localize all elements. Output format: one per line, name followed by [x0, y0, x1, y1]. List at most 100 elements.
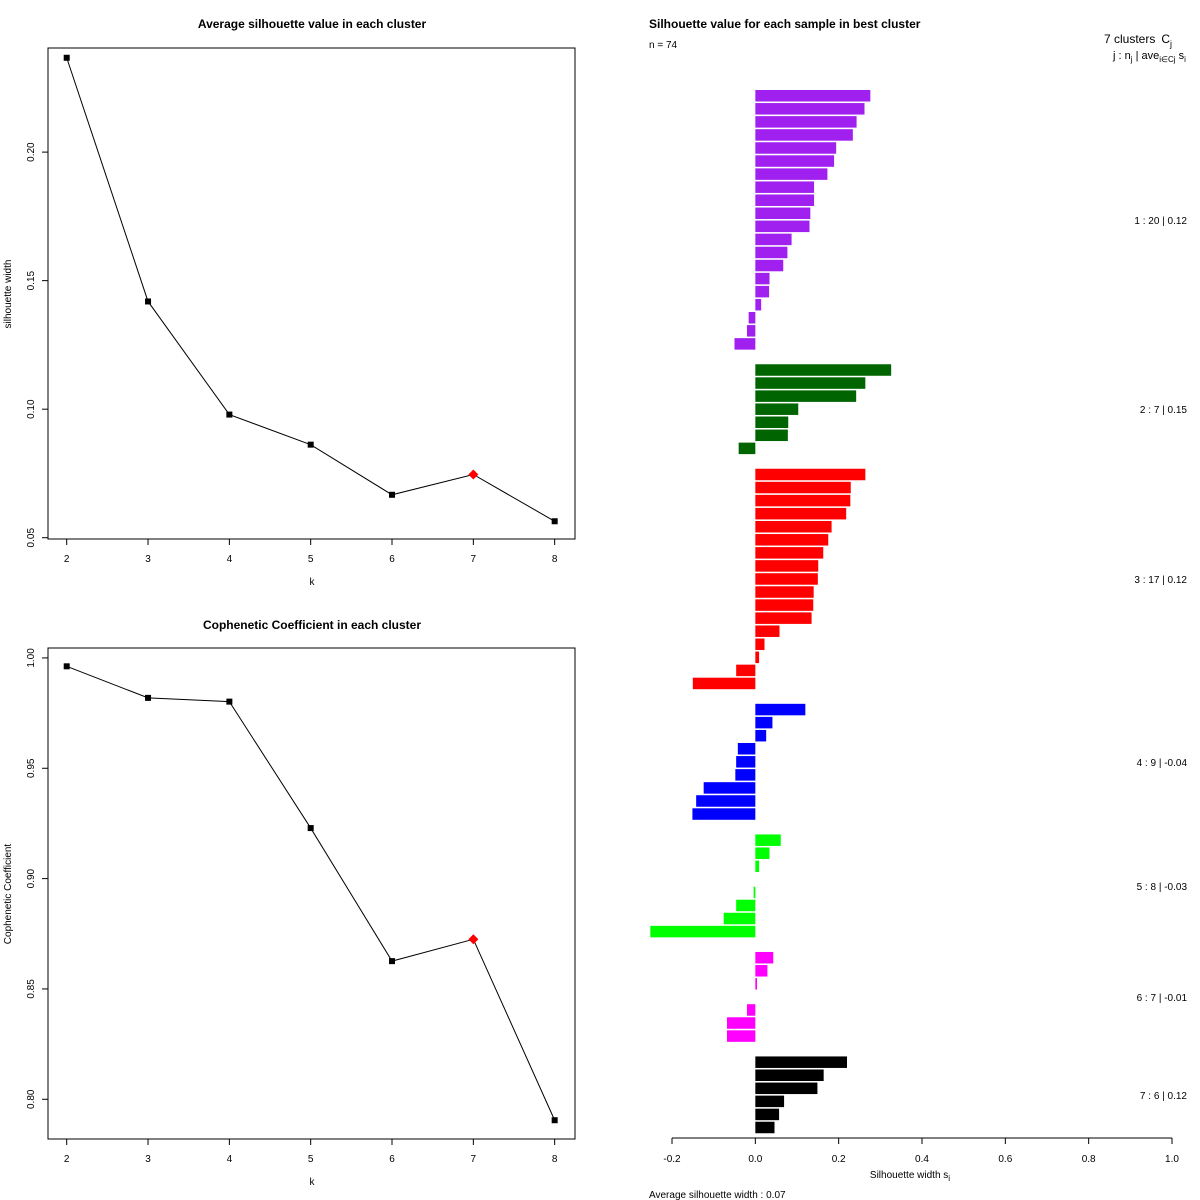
silhouette-bar	[737, 743, 756, 755]
silhouette-bar	[755, 847, 770, 859]
silhouette-bar	[755, 729, 767, 742]
x-tick-label: 5	[308, 554, 314, 565]
silhouette-bar	[738, 442, 756, 455]
x-tick-label: 0.8	[1082, 1154, 1096, 1165]
silhouette-bar	[696, 795, 756, 807]
x-tick-label: 0.2	[832, 1154, 846, 1165]
x-tick-label: 6	[389, 1154, 395, 1165]
x-tick-label: 0.6	[998, 1154, 1012, 1165]
silhouette-bars-title: Silhouette value for each sample in best…	[649, 17, 921, 31]
silhouette-bar	[734, 338, 756, 350]
y-tick-label: 0.20	[26, 142, 37, 162]
y-tick-label: 0.10	[26, 399, 37, 419]
silhouette-bar-chart: Silhouette value for each sample in best…	[649, 17, 1187, 1200]
silhouette-bar	[755, 520, 832, 533]
cluster-summary: 3 : 17 | 0.12	[1134, 575, 1187, 586]
silhouette-bar	[755, 978, 757, 990]
silhouette-bar	[755, 429, 788, 442]
silhouette-bar	[650, 925, 756, 938]
silhouette-bar	[736, 756, 756, 768]
data-point	[226, 698, 233, 705]
cluster-summary: 2 : 7 | 0.15	[1140, 405, 1188, 416]
data-point	[551, 1117, 558, 1124]
silhouette-bar	[755, 155, 835, 167]
x-tick-label: 8	[552, 1154, 558, 1165]
silhouette-bar	[755, 220, 810, 233]
y-tick-label: 1.00	[26, 648, 37, 668]
silhouette-bar	[755, 377, 866, 389]
silhouette-plot-frame	[47, 47, 576, 540]
data-point	[63, 54, 70, 61]
silhouette-bar	[755, 364, 892, 376]
x-tick-label: 8	[552, 554, 558, 565]
silhouette-bar	[755, 534, 829, 546]
cophenetic-x-axis-label: k	[310, 1177, 316, 1188]
silhouette-bar	[755, 129, 853, 141]
x-tick-label: 6	[389, 554, 395, 565]
silhouette-bar	[755, 573, 818, 585]
y-tick-label: 0.80	[26, 1089, 37, 1109]
x-tick-label: 5	[308, 1154, 314, 1165]
silhouette-bar	[748, 312, 756, 324]
silhouette-bar	[755, 103, 865, 115]
silhouette-bar	[755, 142, 837, 154]
cophenetic-line-chart: Cophenetic Coefficient in each cluster k…	[3, 618, 576, 1188]
silhouette-bar	[755, 298, 762, 311]
x-tick-label: 4	[227, 554, 233, 565]
silhouette-bar	[755, 233, 792, 246]
legend-header: j : nj | avei∈Cj si	[1112, 50, 1186, 64]
y-tick-label: 0.05	[26, 528, 37, 548]
silhouette-bar	[755, 494, 851, 507]
silhouette-bar	[727, 1017, 756, 1029]
silhouette-bar	[755, 1069, 824, 1081]
silhouette-bar	[755, 416, 789, 428]
silhouette-bar	[755, 272, 770, 285]
silhouette-bar	[755, 1082, 818, 1095]
silhouette-bar	[755, 1121, 775, 1134]
silhouette-bar	[755, 194, 815, 206]
series-line	[66, 57, 555, 522]
silhouette-bar	[703, 782, 756, 794]
cluster-summary: 5 : 8 | -0.03	[1137, 882, 1188, 893]
silhouette-bar	[755, 390, 857, 402]
y-tick-label: 0.95	[26, 758, 37, 778]
silhouette-bar	[755, 860, 760, 873]
data-point	[145, 694, 152, 701]
silhouette-bar	[723, 912, 756, 925]
x-tick-label: 2	[64, 1154, 70, 1165]
silhouette-bar	[755, 716, 773, 729]
cluster-summary: 6 : 7 | -0.01	[1137, 993, 1188, 1004]
silhouette-width-axis-label: Silhouette width si	[870, 1170, 950, 1183]
cophenetic-chart-title: Cophenetic Coefficient in each cluster	[203, 618, 421, 632]
data-point	[145, 298, 152, 305]
cluster-summary: 1 : 20 | 0.12	[1134, 216, 1187, 227]
silhouette-bar	[755, 168, 828, 180]
silhouette-bar	[692, 677, 756, 690]
silhouette-bar	[755, 181, 815, 193]
best-k-point	[468, 469, 479, 480]
silhouette-bar	[692, 808, 756, 820]
x-tick-label: 7	[471, 554, 477, 565]
silhouette-bar	[755, 246, 788, 259]
sample-count: n = 74	[649, 40, 678, 51]
silhouette-bar	[755, 507, 847, 520]
silhouette-bar	[755, 703, 806, 716]
legend-title: 7 clusters Cj	[1104, 32, 1172, 49]
y-tick-label: 0.15	[26, 270, 37, 290]
data-point	[389, 958, 396, 965]
silhouette-bar	[755, 90, 871, 102]
x-tick-label: 3	[145, 1154, 151, 1165]
y-tick-label: 0.90	[26, 868, 37, 888]
silhouette-bar	[755, 560, 819, 572]
silhouette-bar	[755, 951, 774, 964]
x-tick-label: 0.0	[748, 1154, 762, 1165]
x-tick-label: 0.4	[915, 1154, 929, 1165]
silhouette-x-axis-label: k	[310, 577, 316, 588]
data-point	[307, 441, 314, 448]
silhouette-bar	[755, 116, 857, 128]
x-tick-label: 3	[145, 554, 151, 565]
x-tick-label: 4	[227, 1154, 233, 1165]
x-tick-label: 2	[64, 554, 70, 565]
silhouette-bar	[755, 638, 765, 651]
